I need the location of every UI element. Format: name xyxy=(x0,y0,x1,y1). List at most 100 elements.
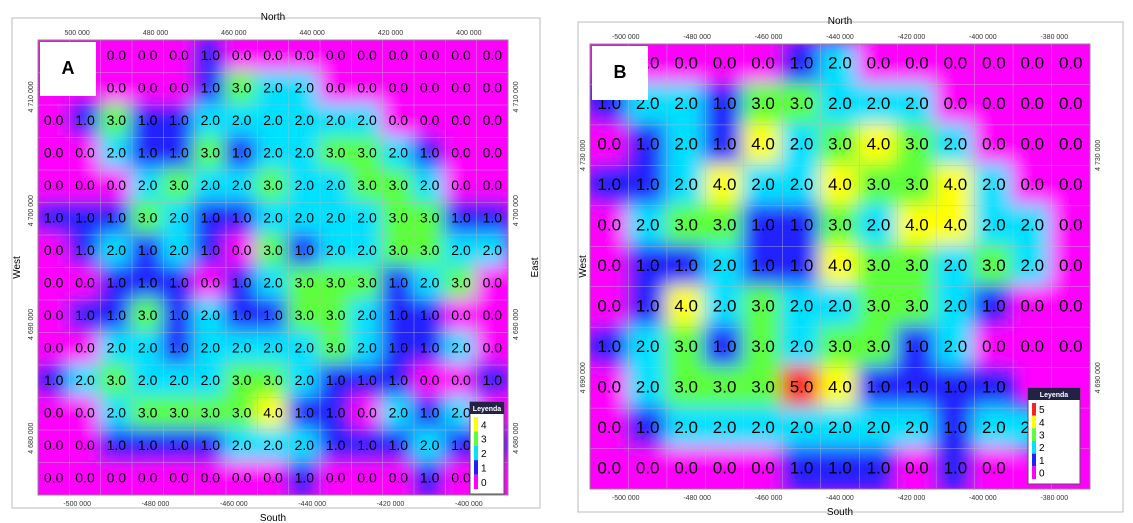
cell-value: 1.0 xyxy=(138,437,158,453)
contour-cell xyxy=(349,298,385,335)
cell-value: 0.0 xyxy=(597,296,621,315)
bottom-tick-label: -380 000 xyxy=(1040,495,1068,502)
top-tick-label: 460 000 xyxy=(221,30,246,37)
contour-cell xyxy=(626,203,669,249)
contour-cell xyxy=(380,103,416,140)
panel-label-box xyxy=(592,46,648,100)
cell-value: 0.0 xyxy=(1020,175,1044,194)
contour-cell xyxy=(703,446,746,489)
contour-cell xyxy=(192,200,228,237)
cell-value: 1.0 xyxy=(389,274,409,290)
contour-cell xyxy=(380,70,416,107)
cell-value: 4.0 xyxy=(867,135,891,154)
cell-value: 1.0 xyxy=(389,437,409,453)
top-tick-label: -400 000 xyxy=(969,34,997,41)
contour-cell xyxy=(626,163,669,208)
cell-value: 3.0 xyxy=(263,242,283,258)
cell-value: 0.0 xyxy=(867,54,891,73)
contour-cell xyxy=(286,298,322,335)
contour-cell xyxy=(972,446,1016,489)
cell-value: 0.0 xyxy=(713,458,737,477)
legend-swatch xyxy=(1032,428,1036,441)
contour-cell xyxy=(130,460,166,495)
contour-cell xyxy=(161,298,197,335)
contour-cell xyxy=(380,298,416,335)
cell-value: 0.0 xyxy=(357,469,377,485)
contour-cell xyxy=(443,168,479,205)
contour-cell xyxy=(443,233,479,270)
contour-cell xyxy=(780,325,823,370)
cell-value: 3.0 xyxy=(169,404,189,420)
legend-level: 1 xyxy=(1039,456,1045,467)
cell-value: 3.0 xyxy=(867,296,891,315)
cell-value: 2.0 xyxy=(201,177,221,193)
contour-cell xyxy=(412,298,448,335)
cell-value: 2.0 xyxy=(326,242,346,258)
cell-value: 0.0 xyxy=(138,47,158,63)
cell-value: 1.0 xyxy=(357,372,377,388)
contour-cell xyxy=(857,244,900,289)
cell-value: 1.0 xyxy=(295,242,315,258)
cell-value: 4.0 xyxy=(263,404,283,420)
contour-cell xyxy=(703,325,746,370)
map-panel: 0.0 0.0 0.0 0.0 1.0 2.0 0.0 0.0 0.0 0.0 0.0 0.0 1.0 2… xyxy=(577,16,1124,518)
contour-cell xyxy=(380,40,416,75)
contour-cell xyxy=(895,406,939,451)
cell-value: 2.0 xyxy=(790,135,814,154)
left-tick-label: 4 680 000 xyxy=(28,422,35,453)
cell-value: 1.0 xyxy=(75,112,95,128)
cell-value: 3.0 xyxy=(263,372,283,388)
contour-cell xyxy=(380,428,416,465)
cell-value: 0.0 xyxy=(982,54,1006,73)
cell-value: 2.0 xyxy=(451,404,471,420)
contour-cell xyxy=(972,44,1016,87)
cell-value: 3.0 xyxy=(326,144,346,160)
contour-cell xyxy=(780,203,823,249)
legend-swatch xyxy=(1032,403,1036,416)
legend-level: 5 xyxy=(1039,405,1045,416)
contour-cell xyxy=(780,82,823,127)
cell-value: 0.0 xyxy=(75,404,95,420)
contour-cell xyxy=(38,168,72,205)
contour-cell xyxy=(161,70,197,107)
cell-value: 3.0 xyxy=(357,177,377,193)
cell-value: 2.0 xyxy=(295,372,315,388)
cell-value: 1.0 xyxy=(713,337,737,356)
contour-cell xyxy=(664,406,708,451)
cell-value: 0.0 xyxy=(1059,256,1083,275)
contour-cell xyxy=(286,40,322,75)
cell-value: 3.0 xyxy=(790,94,814,113)
cell-value: 2.0 xyxy=(751,175,775,194)
contour-cell xyxy=(255,233,291,270)
contour-cell xyxy=(590,284,631,330)
cell-value: 2.0 xyxy=(326,177,346,193)
contour-cell xyxy=(443,40,479,75)
cell-value: 3.0 xyxy=(357,274,377,290)
cell-value: 0.0 xyxy=(232,242,252,258)
contour-cell xyxy=(1011,203,1054,249)
contour-cell xyxy=(38,135,72,172)
contour-cell xyxy=(318,460,354,495)
contour-cell xyxy=(318,363,354,400)
contour-layer xyxy=(38,40,508,495)
cell-value: 0.0 xyxy=(138,469,158,485)
contour-cell xyxy=(98,103,134,140)
contour-cell xyxy=(286,233,322,270)
cell-value: 3.0 xyxy=(295,307,315,323)
cell-value: 2.0 xyxy=(828,94,852,113)
cell-value: 1.0 xyxy=(75,242,95,258)
left-tick-label: 4 690 000 xyxy=(28,309,35,340)
west-label: West xyxy=(12,256,23,279)
cell-value: 2.0 xyxy=(713,418,737,437)
contour-cell xyxy=(412,395,448,432)
cell-value: 0.0 xyxy=(483,144,503,160)
cell-value: 3.0 xyxy=(905,175,929,194)
bottom-tick-label: -480 000 xyxy=(683,495,711,502)
contour-cell xyxy=(857,122,900,168)
cell-value: 0.0 xyxy=(483,177,503,193)
cell-value: 0.0 xyxy=(232,47,252,63)
bottom-tick-label: -420 000 xyxy=(377,501,405,508)
cell-value: 1.0 xyxy=(790,216,814,235)
legend-level: 4 xyxy=(1039,418,1045,429)
legend-swatch xyxy=(474,460,478,475)
